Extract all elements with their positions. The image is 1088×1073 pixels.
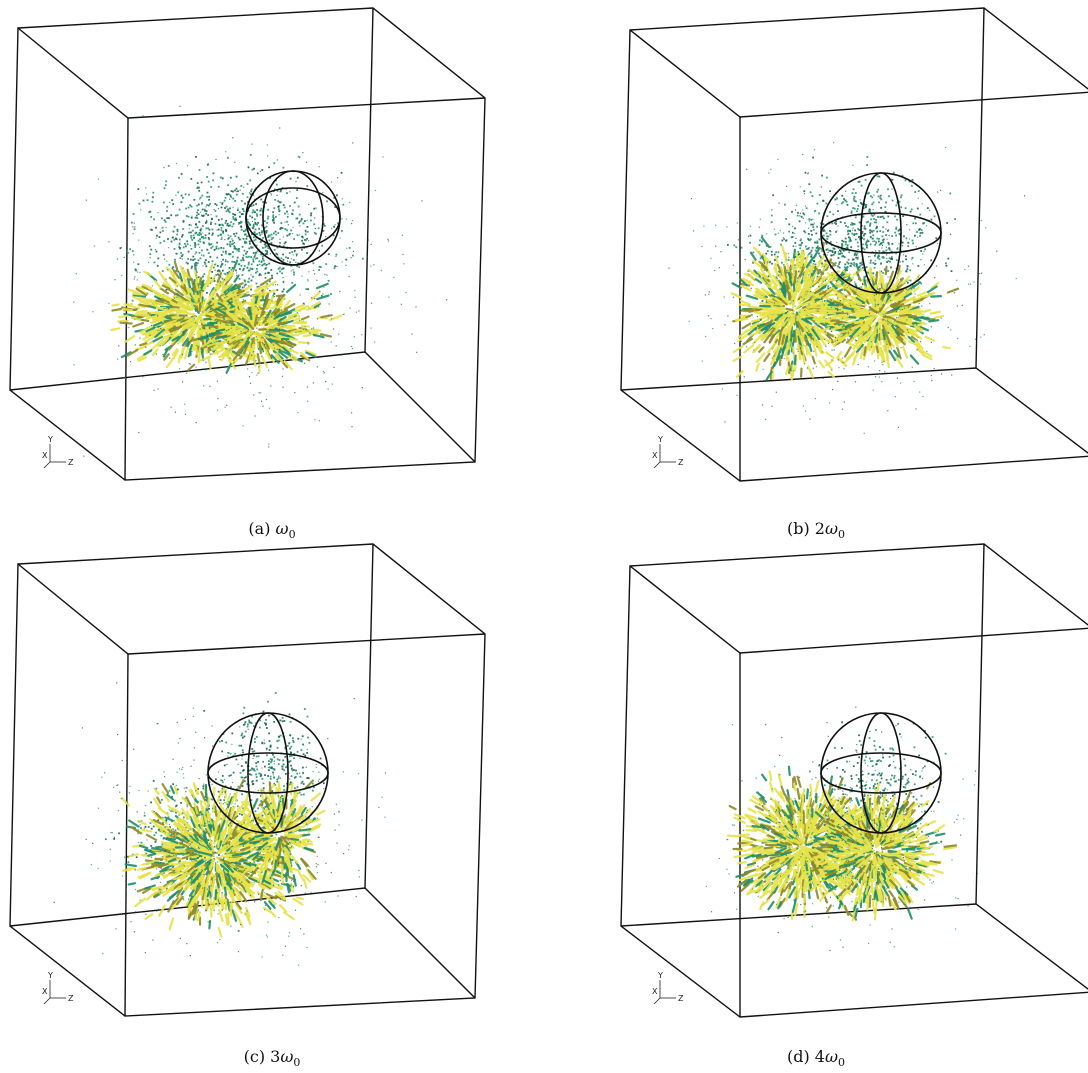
particle-cloud: [705, 706, 979, 952]
caption-subscript: 0: [838, 528, 846, 542]
particle-cloud: [73, 105, 448, 457]
caption-subscript: 0: [288, 528, 296, 542]
caption-c: (c) 3ω0: [0, 1047, 544, 1069]
x-axis-label: X: [42, 987, 48, 996]
x-axis-label: X: [652, 987, 658, 996]
z-axis-label: Z: [68, 994, 74, 1003]
particle-cloud: [53, 682, 387, 966]
y-axis-label: Y: [47, 435, 53, 444]
panel-a: Y Z X: [0, 0, 544, 536]
panel-b: Y Z X: [544, 0, 1088, 536]
axis-triad: Y Z X: [42, 435, 74, 469]
axis-triad: Y Z X: [652, 971, 684, 1005]
y-axis-label: Y: [657, 971, 663, 980]
z-axis-label: Z: [68, 458, 74, 467]
bounding-box-wireframe: [9, 7, 486, 481]
y-axis-label: Y: [47, 971, 53, 980]
caption-symbol: ω: [275, 519, 289, 538]
caption-a: (a) ω0: [0, 519, 544, 541]
x-axis-label: X: [42, 451, 48, 460]
wireframe-sphere: [245, 170, 341, 266]
axis-triad: Y Z X: [652, 435, 684, 469]
caption-letter: (b): [786, 519, 810, 538]
caption-symbol: ω: [824, 519, 839, 538]
caption-letter: (c): [243, 1047, 266, 1066]
panel-d: Y Z X: [544, 536, 1088, 1072]
caption-d: (d) 4ω0: [544, 1047, 1088, 1069]
caption-subscript: 0: [838, 1056, 846, 1070]
particle-scatter-3d-plot: Y Z X: [9, 543, 486, 1017]
wireframe-sphere: [820, 712, 942, 834]
z-axis-label: Z: [678, 994, 684, 1003]
panel-c: Y Z X: [0, 536, 544, 1072]
caption-letter: (a): [248, 519, 271, 538]
x-axis-label: X: [652, 451, 658, 460]
caption-coef: 3: [270, 1047, 281, 1066]
bounding-box-wireframe: [620, 7, 1088, 482]
bounding-box-wireframe: [9, 543, 486, 1017]
caption-symbol: ω: [280, 1047, 294, 1066]
y-axis-label: Y: [657, 435, 663, 444]
caption-letter: (d): [786, 1047, 810, 1066]
particle-scatter-3d-plot: Y Z X: [620, 543, 1088, 1018]
axis-triad: Y Z X: [42, 971, 74, 1005]
caption-coef: 2: [814, 519, 825, 538]
wireframe-sphere: [820, 172, 942, 294]
particle-scatter-3d-plot: Y Z X: [9, 7, 486, 481]
particle-scatter-3d-plot: Y Z X: [620, 7, 1088, 482]
z-axis-label: Z: [678, 458, 684, 467]
caption-symbol: ω: [824, 1047, 839, 1066]
caption-subscript: 0: [293, 1056, 301, 1070]
caption-coef: 4: [814, 1047, 825, 1066]
bounding-box-wireframe: [620, 543, 1088, 1018]
wireframe-sphere: [207, 712, 329, 834]
caption-b: (b) 2ω0: [544, 519, 1088, 541]
particle-cloud: [668, 141, 1026, 434]
